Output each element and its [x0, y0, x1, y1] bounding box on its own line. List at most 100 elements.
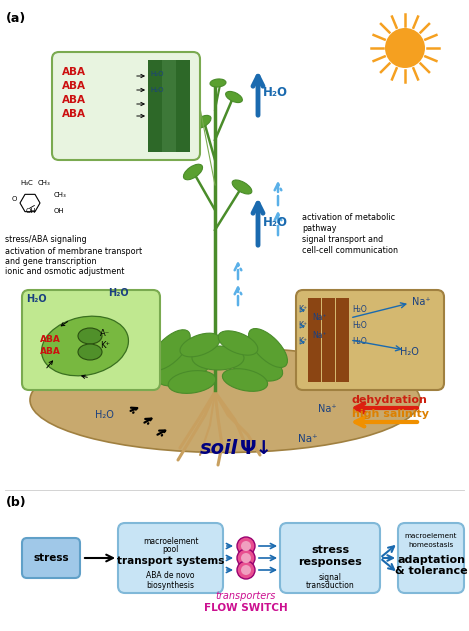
- Text: soil: soil: [200, 439, 238, 458]
- Text: homeostasis: homeostasis: [408, 542, 454, 548]
- Bar: [322, 298, 335, 382]
- Text: H₂O: H₂O: [352, 338, 367, 346]
- Text: Na⁺: Na⁺: [318, 404, 337, 414]
- Bar: [148, 60, 162, 152]
- Bar: [176, 60, 190, 152]
- FancyBboxPatch shape: [280, 523, 380, 593]
- Text: OH: OH: [54, 208, 65, 214]
- Ellipse shape: [168, 370, 216, 393]
- Text: H₃C: H₃C: [20, 180, 33, 186]
- Text: ABA: ABA: [62, 81, 86, 91]
- Circle shape: [237, 537, 255, 555]
- Bar: [162, 60, 176, 152]
- Text: H₂O: H₂O: [95, 410, 114, 420]
- Text: K⁺: K⁺: [298, 305, 307, 314]
- Text: H₂O: H₂O: [352, 305, 367, 314]
- Text: dehydration: dehydration: [352, 395, 428, 405]
- Ellipse shape: [210, 79, 226, 87]
- Text: H₂O: H₂O: [150, 87, 164, 93]
- Bar: [336, 298, 349, 382]
- Circle shape: [237, 561, 255, 579]
- Text: H₂O: H₂O: [150, 71, 164, 77]
- FancyBboxPatch shape: [118, 523, 223, 593]
- Ellipse shape: [157, 350, 213, 386]
- Text: H₂O: H₂O: [400, 347, 419, 357]
- Text: macroelement: macroelement: [405, 533, 457, 539]
- Text: high salinity: high salinity: [352, 409, 429, 419]
- Bar: [308, 298, 321, 382]
- Text: activation of metabolic: activation of metabolic: [302, 213, 395, 222]
- Text: ionic and osmotic adjustment: ionic and osmotic adjustment: [5, 267, 124, 276]
- Text: stress: stress: [311, 545, 349, 555]
- Text: Na⁺: Na⁺: [298, 434, 318, 444]
- Ellipse shape: [249, 329, 287, 367]
- Text: ABA: ABA: [62, 95, 86, 105]
- Text: transporters: transporters: [216, 591, 276, 601]
- Text: H₂O: H₂O: [263, 85, 288, 98]
- Text: ABA: ABA: [62, 67, 86, 77]
- Text: signal: signal: [318, 574, 341, 582]
- Text: signal transport and: signal transport and: [302, 235, 383, 244]
- Text: and gene transcription: and gene transcription: [5, 257, 97, 266]
- Ellipse shape: [192, 346, 244, 370]
- Circle shape: [237, 549, 255, 567]
- Ellipse shape: [232, 180, 252, 194]
- Text: macroelement: macroelement: [143, 536, 198, 546]
- Text: K⁺: K⁺: [298, 322, 307, 331]
- Ellipse shape: [78, 344, 102, 360]
- Text: Na⁺: Na⁺: [312, 314, 326, 322]
- Text: Na⁺: Na⁺: [312, 331, 326, 339]
- Ellipse shape: [193, 115, 211, 129]
- Text: H₂O: H₂O: [263, 216, 288, 228]
- Text: OH: OH: [26, 208, 37, 214]
- FancyBboxPatch shape: [22, 290, 160, 390]
- Text: transport systems: transport systems: [117, 556, 224, 566]
- Text: CH₃: CH₃: [38, 180, 51, 186]
- Text: stress: stress: [33, 553, 69, 563]
- Ellipse shape: [150, 330, 190, 370]
- Circle shape: [241, 565, 251, 575]
- Ellipse shape: [218, 331, 258, 355]
- Text: responses: responses: [298, 557, 362, 567]
- Text: FLOW SWITCH: FLOW SWITCH: [204, 603, 288, 613]
- Text: H₂O: H₂O: [352, 322, 367, 331]
- Text: stress/ABA signaling: stress/ABA signaling: [5, 235, 87, 244]
- Text: (b): (b): [6, 496, 27, 509]
- Text: (a): (a): [6, 12, 26, 25]
- Text: Na⁺: Na⁺: [412, 297, 431, 307]
- Ellipse shape: [226, 91, 242, 103]
- Text: pool: pool: [162, 546, 179, 555]
- Text: transduction: transduction: [306, 582, 355, 591]
- Text: ABA: ABA: [62, 109, 86, 119]
- Text: & tolerance: & tolerance: [395, 566, 467, 576]
- Ellipse shape: [227, 349, 283, 381]
- Text: ABA: ABA: [40, 347, 61, 356]
- Ellipse shape: [180, 333, 220, 357]
- Text: pathway: pathway: [302, 224, 336, 233]
- Ellipse shape: [30, 348, 420, 452]
- Circle shape: [241, 553, 251, 563]
- FancyBboxPatch shape: [52, 52, 200, 160]
- Text: A⁻: A⁻: [100, 329, 110, 338]
- Circle shape: [385, 28, 425, 68]
- Text: K⁺: K⁺: [298, 338, 307, 346]
- Text: Ψ↓: Ψ↓: [240, 439, 273, 458]
- Text: ABA de novo: ABA de novo: [146, 572, 195, 581]
- FancyBboxPatch shape: [398, 523, 464, 593]
- Text: K⁺: K⁺: [100, 341, 110, 350]
- Ellipse shape: [183, 164, 203, 180]
- Text: H₂O: H₂O: [26, 294, 46, 304]
- Circle shape: [241, 541, 251, 551]
- Text: adaptation: adaptation: [397, 555, 465, 565]
- Text: H₂O: H₂O: [108, 288, 129, 298]
- Ellipse shape: [222, 369, 268, 391]
- Text: CH₃: CH₃: [54, 192, 67, 198]
- Ellipse shape: [78, 328, 102, 344]
- Ellipse shape: [42, 316, 129, 376]
- Text: activation of membrane transport: activation of membrane transport: [5, 247, 142, 256]
- Text: O: O: [12, 196, 17, 202]
- FancyBboxPatch shape: [22, 538, 80, 578]
- Text: biosynthesis: biosynthesis: [146, 581, 195, 589]
- Text: ABA: ABA: [40, 335, 61, 344]
- FancyBboxPatch shape: [296, 290, 444, 390]
